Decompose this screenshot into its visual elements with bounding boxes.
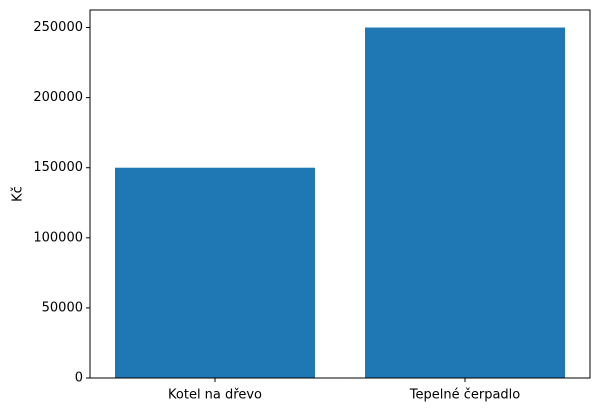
bar xyxy=(365,27,565,379)
y-tick-label: 50000 xyxy=(42,300,83,315)
y-tick-label: 250000 xyxy=(33,20,83,35)
axes-frame xyxy=(89,9,591,379)
x-tick-label: Tepelné čerpadlo xyxy=(409,388,521,403)
bar xyxy=(115,167,315,378)
y-axis-label: Kč xyxy=(11,186,26,202)
y-tick-label: 100000 xyxy=(33,230,83,245)
y-tick-label: 0 xyxy=(75,371,83,386)
x-tick-label: Kotel na dřevo xyxy=(168,388,262,403)
y-tick-label: 200000 xyxy=(33,90,83,105)
y-tick-label: 150000 xyxy=(33,160,83,175)
